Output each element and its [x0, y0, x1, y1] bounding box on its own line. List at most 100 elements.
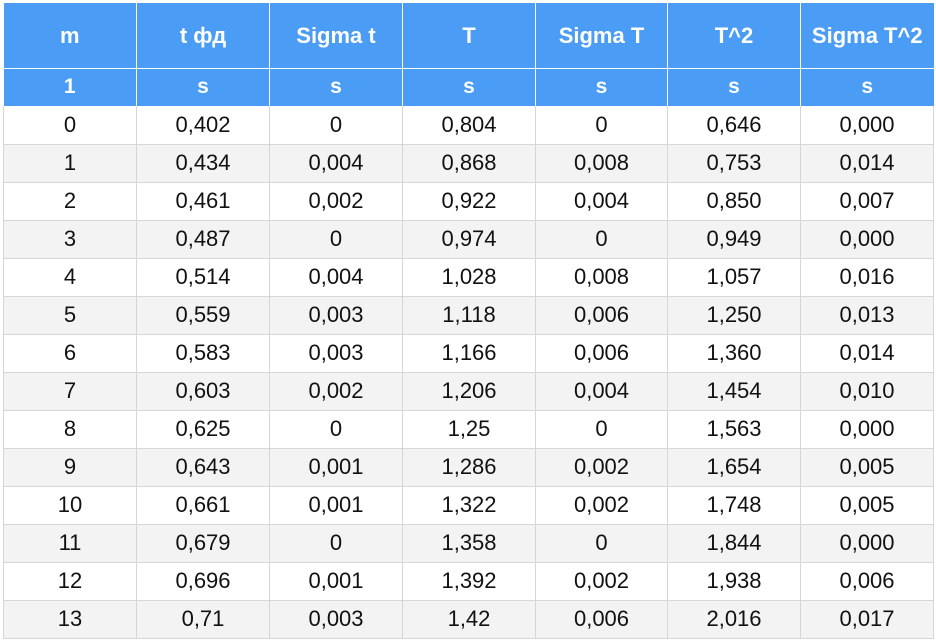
unit-cell[interactable]: 1	[3, 68, 137, 106]
table-cell[interactable]: 0	[535, 410, 668, 449]
table-cell[interactable]: 0,005	[800, 448, 934, 487]
column-header-period[interactable]: T	[402, 3, 536, 69]
table-cell[interactable]: 1,286	[402, 448, 536, 487]
table-cell[interactable]: 1,166	[402, 334, 536, 373]
table-cell[interactable]: 1	[3, 144, 137, 183]
table-cell[interactable]: 2	[3, 182, 137, 221]
table-cell[interactable]: 7	[3, 372, 137, 411]
table-cell[interactable]: 12	[3, 562, 137, 601]
table-cell[interactable]: 4	[3, 258, 137, 297]
table-cell[interactable]: 0,002	[535, 486, 668, 525]
table-cell[interactable]: 0,001	[269, 448, 403, 487]
table-cell[interactable]: 0	[269, 106, 403, 145]
table-cell[interactable]: 0,017	[800, 600, 934, 639]
table-cell[interactable]: 0,461	[136, 182, 270, 221]
unit-cell[interactable]: s	[136, 68, 270, 106]
table-cell[interactable]: 2,016	[667, 600, 801, 639]
table-cell[interactable]: 10	[3, 486, 137, 525]
table-cell[interactable]: 1,654	[667, 448, 801, 487]
table-cell[interactable]: 0,002	[269, 372, 403, 411]
table-cell[interactable]: 0,850	[667, 182, 801, 221]
table-cell[interactable]: 3	[3, 220, 137, 259]
table-cell[interactable]: 1,057	[667, 258, 801, 297]
table-cell[interactable]: 5	[3, 296, 137, 335]
table-cell[interactable]: 0,002	[535, 562, 668, 601]
table-cell[interactable]: 0,487	[136, 220, 270, 259]
table-cell[interactable]: 0,001	[269, 486, 403, 525]
table-cell[interactable]: 0,007	[800, 182, 934, 221]
table-cell[interactable]: 1,454	[667, 372, 801, 411]
unit-cell[interactable]: s	[402, 68, 536, 106]
table-cell[interactable]: 1,358	[402, 524, 536, 563]
table-cell[interactable]: 0,583	[136, 334, 270, 373]
table-cell[interactable]: 0,625	[136, 410, 270, 449]
table-cell[interactable]: 0,005	[800, 486, 934, 525]
table-cell[interactable]: 0,002	[535, 448, 668, 487]
table-cell[interactable]: 1,206	[402, 372, 536, 411]
table-cell[interactable]: 0,002	[269, 182, 403, 221]
table-cell[interactable]: 0,804	[402, 106, 536, 145]
column-header-sigma-t[interactable]: Sigma t	[269, 3, 403, 69]
table-cell[interactable]: 1,748	[667, 486, 801, 525]
table-cell[interactable]: 0,949	[667, 220, 801, 259]
unit-cell[interactable]: s	[269, 68, 403, 106]
table-cell[interactable]: 0,001	[269, 562, 403, 601]
table-cell[interactable]: 1,563	[667, 410, 801, 449]
table-cell[interactable]: 0,004	[269, 258, 403, 297]
table-cell[interactable]: 0,679	[136, 524, 270, 563]
table-cell[interactable]: 11	[3, 524, 137, 563]
table-cell[interactable]: 0,006	[535, 296, 668, 335]
table-cell[interactable]: 8	[3, 410, 137, 449]
column-header-sigma-period-squared[interactable]: Sigma T^2	[800, 3, 934, 69]
table-cell[interactable]: 0,559	[136, 296, 270, 335]
table-cell[interactable]: 1,844	[667, 524, 801, 563]
unit-cell[interactable]: s	[535, 68, 668, 106]
table-cell[interactable]: 0,646	[667, 106, 801, 145]
column-header-period-squared[interactable]: T^2	[667, 3, 801, 69]
table-cell[interactable]: 0	[269, 410, 403, 449]
table-cell[interactable]: 1,322	[402, 486, 536, 525]
unit-cell[interactable]: s	[667, 68, 801, 106]
table-cell[interactable]: 6	[3, 334, 137, 373]
unit-cell[interactable]: s	[800, 68, 934, 106]
table-cell[interactable]: 0,514	[136, 258, 270, 297]
table-cell[interactable]: 1,938	[667, 562, 801, 601]
table-cell[interactable]: 0,000	[800, 524, 934, 563]
table-cell[interactable]: 13	[3, 600, 137, 639]
table-cell[interactable]: 0,013	[800, 296, 934, 335]
column-header-sigma-period[interactable]: Sigma T	[535, 3, 668, 69]
table-cell[interactable]: 0	[269, 220, 403, 259]
table-cell[interactable]: 0,434	[136, 144, 270, 183]
column-header-t-fd[interactable]: t фд	[136, 3, 270, 69]
table-cell[interactable]: 0,010	[800, 372, 934, 411]
table-cell[interactable]: 0,008	[535, 258, 668, 297]
table-cell[interactable]: 0,71	[136, 600, 270, 639]
table-cell[interactable]: 1,360	[667, 334, 801, 373]
table-cell[interactable]: 0,661	[136, 486, 270, 525]
table-cell[interactable]: 0,003	[269, 296, 403, 335]
table-cell[interactable]: 0,014	[800, 334, 934, 373]
table-cell[interactable]: 0,922	[402, 182, 536, 221]
table-cell[interactable]: 1,250	[667, 296, 801, 335]
table-cell[interactable]: 0,006	[800, 562, 934, 601]
table-cell[interactable]: 0,008	[535, 144, 668, 183]
table-cell[interactable]: 0,003	[269, 334, 403, 373]
table-cell[interactable]: 0	[535, 524, 668, 563]
table-cell[interactable]: 0	[3, 106, 137, 145]
table-cell[interactable]: 1,392	[402, 562, 536, 601]
table-cell[interactable]: 0	[535, 106, 668, 145]
table-cell[interactable]: 0,753	[667, 144, 801, 183]
table-cell[interactable]: 0,402	[136, 106, 270, 145]
table-cell[interactable]: 0,000	[800, 106, 934, 145]
table-cell[interactable]: 0,696	[136, 562, 270, 601]
table-cell[interactable]: 1,25	[402, 410, 536, 449]
table-cell[interactable]: 1,118	[402, 296, 536, 335]
table-cell[interactable]: 0,004	[269, 144, 403, 183]
table-cell[interactable]: 0,000	[800, 410, 934, 449]
table-cell[interactable]: 0,006	[535, 334, 668, 373]
table-cell[interactable]: 1,028	[402, 258, 536, 297]
table-cell[interactable]: 0	[535, 220, 668, 259]
table-cell[interactable]: 0,000	[800, 220, 934, 259]
table-cell[interactable]: 0,004	[535, 182, 668, 221]
table-cell[interactable]: 0,004	[535, 372, 668, 411]
